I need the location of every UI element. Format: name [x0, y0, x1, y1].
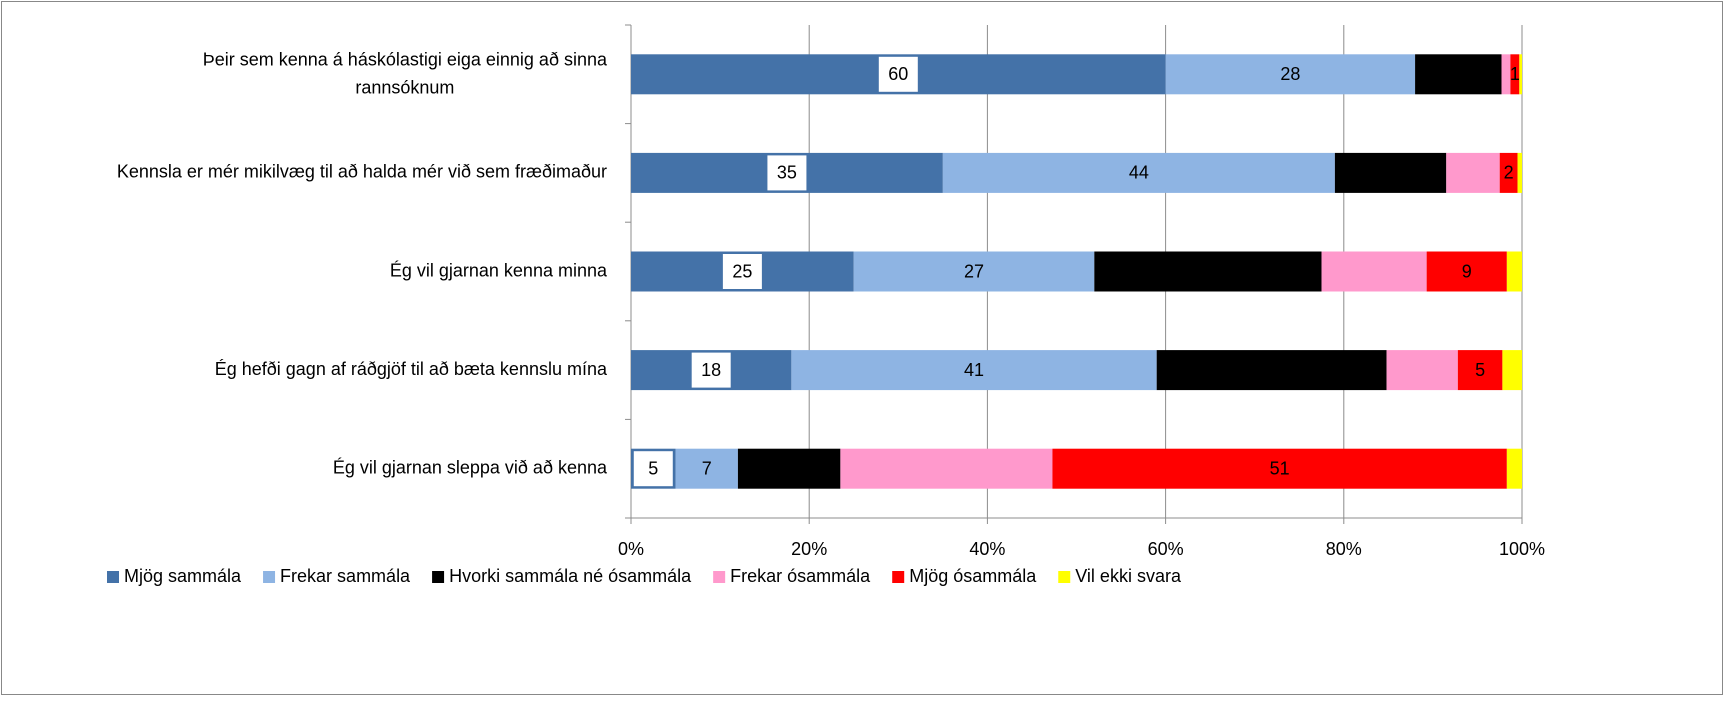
bar-segment	[1502, 350, 1522, 391]
label-box	[721, 253, 763, 290]
bar-segment	[1499, 152, 1518, 193]
data-label: 1	[1510, 64, 1520, 84]
data-label: 51	[1270, 458, 1290, 478]
bar-segment	[1321, 251, 1427, 292]
bar-segment	[1501, 54, 1511, 95]
legend-label: Mjög ósammála	[909, 566, 1037, 586]
data-label: 44	[1129, 163, 1149, 183]
category-label: Ég vil gjarnan kenna minna	[390, 260, 608, 280]
legend-swatch	[107, 571, 119, 583]
bar-segment	[1334, 152, 1447, 193]
data-label: 9	[1462, 261, 1472, 281]
bar-segment	[853, 251, 1095, 292]
bar-segment	[675, 448, 738, 489]
data-label: 2	[1504, 163, 1514, 183]
legend-label: Frekar sammála	[280, 566, 411, 586]
bar-segment	[1457, 350, 1503, 391]
x-tick-label: 80%	[1326, 539, 1362, 559]
bar-segment	[1052, 448, 1507, 489]
data-label: 28	[1280, 64, 1300, 84]
bar-segment	[1519, 54, 1522, 95]
label-box	[690, 351, 732, 389]
legend-label: Hvorki sammála né ósammála	[449, 566, 692, 586]
category-label: Kennsla er mér mikilvæg til að halda mér…	[117, 162, 607, 182]
bar-segment	[791, 350, 1157, 391]
legend-swatch	[892, 571, 905, 583]
legend-swatch	[432, 571, 445, 583]
legend-label: Mjög sammála	[124, 566, 242, 586]
legend-label: Frekar ósammála	[730, 566, 871, 586]
bar-segment	[737, 448, 841, 489]
data-label: 41	[964, 360, 984, 380]
bar-segment	[1426, 251, 1507, 292]
bar-segment	[1094, 251, 1322, 292]
legend-label: Vil ekki svara	[1075, 566, 1182, 586]
x-tick-label: 20%	[791, 539, 827, 559]
bar-segment	[942, 152, 1335, 193]
label-box	[632, 450, 674, 488]
x-tick-label: 40%	[969, 539, 1005, 559]
category-label: Þeir sem kenna á háskólastigi eiga einni…	[203, 49, 608, 97]
bar-segment	[1506, 251, 1522, 292]
data-label: 60	[888, 64, 908, 84]
legend-swatch	[713, 571, 726, 583]
bar-segment	[840, 448, 1053, 489]
bar-segment	[1506, 448, 1522, 489]
data-label: 25	[732, 261, 752, 281]
label-box	[766, 154, 808, 192]
bar-segment	[1165, 54, 1416, 95]
bar-segment	[1156, 350, 1387, 391]
data-label: 27	[964, 261, 984, 281]
data-label: 35	[777, 163, 797, 183]
data-label: 5	[1475, 360, 1485, 380]
x-tick-label: 0%	[618, 539, 644, 559]
legend-swatch	[263, 571, 276, 583]
category-label: Ég hefði gagn af ráðgjöf til að bæta ken…	[215, 359, 608, 379]
legend-swatch	[1058, 571, 1071, 583]
bar-segment	[1510, 54, 1520, 95]
data-label: 5	[648, 458, 658, 478]
data-label: 7	[702, 458, 712, 478]
bar-segment	[1415, 54, 1502, 95]
label-box	[877, 55, 919, 93]
x-tick-label: 100%	[1499, 539, 1545, 559]
bar-segment	[1517, 152, 1522, 193]
x-tick-label: 60%	[1148, 539, 1184, 559]
bar-segment	[1386, 350, 1458, 391]
bar-segment	[1446, 152, 1500, 193]
data-label: 18	[701, 360, 721, 380]
category-label: Ég vil gjarnan sleppa við að kenna	[333, 457, 608, 477]
